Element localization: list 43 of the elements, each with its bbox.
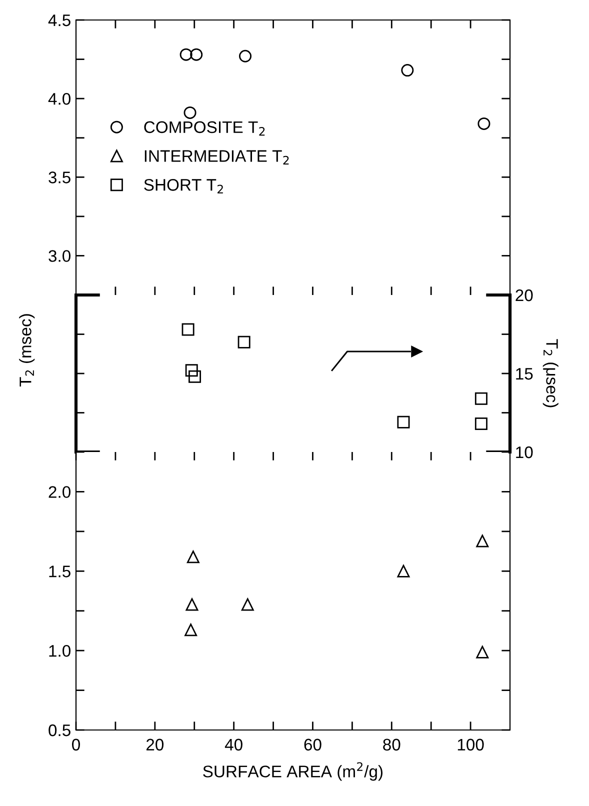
point [186, 598, 198, 611]
point [401, 64, 414, 77]
point [397, 416, 410, 428]
point [397, 564, 410, 578]
y-tick-label: 3.0 [48, 250, 70, 262]
y2-axis-title: T$_{2}$ (μsec) [542, 339, 558, 408]
y-tick-label: 2.0 [48, 486, 70, 498]
x-tick-label: 80 [383, 738, 400, 751]
y-axis-title: T$_{2}$ (msec) [19, 314, 35, 387]
point [184, 106, 196, 119]
text: SHORT T$_{2}$ [144, 179, 223, 194]
y-tick-label: 3.5 [48, 172, 70, 184]
point [180, 48, 192, 61]
point [239, 50, 252, 62]
y-tick-label: 4.0 [48, 92, 70, 105]
text: INTERMEDIATE T$_{2}$ [144, 150, 289, 165]
x-axis-title: SURFACE AREA (m$^{2}$/g) [203, 762, 383, 781]
y-tick-label: 4.5 [48, 14, 70, 26]
y-tick-label: 1.0 [49, 644, 70, 657]
y-tick-label: 0.5 [48, 724, 70, 736]
x-tick-label: 60 [304, 738, 322, 751]
point [190, 48, 203, 61]
point [184, 624, 198, 636]
point [474, 417, 488, 430]
point [238, 336, 250, 348]
point [476, 534, 489, 548]
point [185, 364, 198, 377]
y2-tick-label: 15 [516, 368, 533, 380]
legend-label: COMPOSITE T$_{2}$ [144, 121, 265, 136]
x-tick-label: 40 [224, 738, 242, 751]
x-tick-label: 100 [458, 738, 484, 751]
point [188, 370, 202, 383]
y2-tick-label: 20 [516, 289, 533, 302]
point [476, 646, 489, 658]
point [182, 323, 194, 336]
x-tick-label: 0 [72, 738, 80, 751]
y-tick-label: 1.5 [49, 566, 70, 578]
x-tick-label: 20 [146, 738, 164, 751]
y2-tick-label: 10 [516, 446, 533, 458]
point [186, 550, 200, 564]
point [478, 117, 490, 130]
point [474, 392, 488, 405]
point [241, 598, 254, 611]
